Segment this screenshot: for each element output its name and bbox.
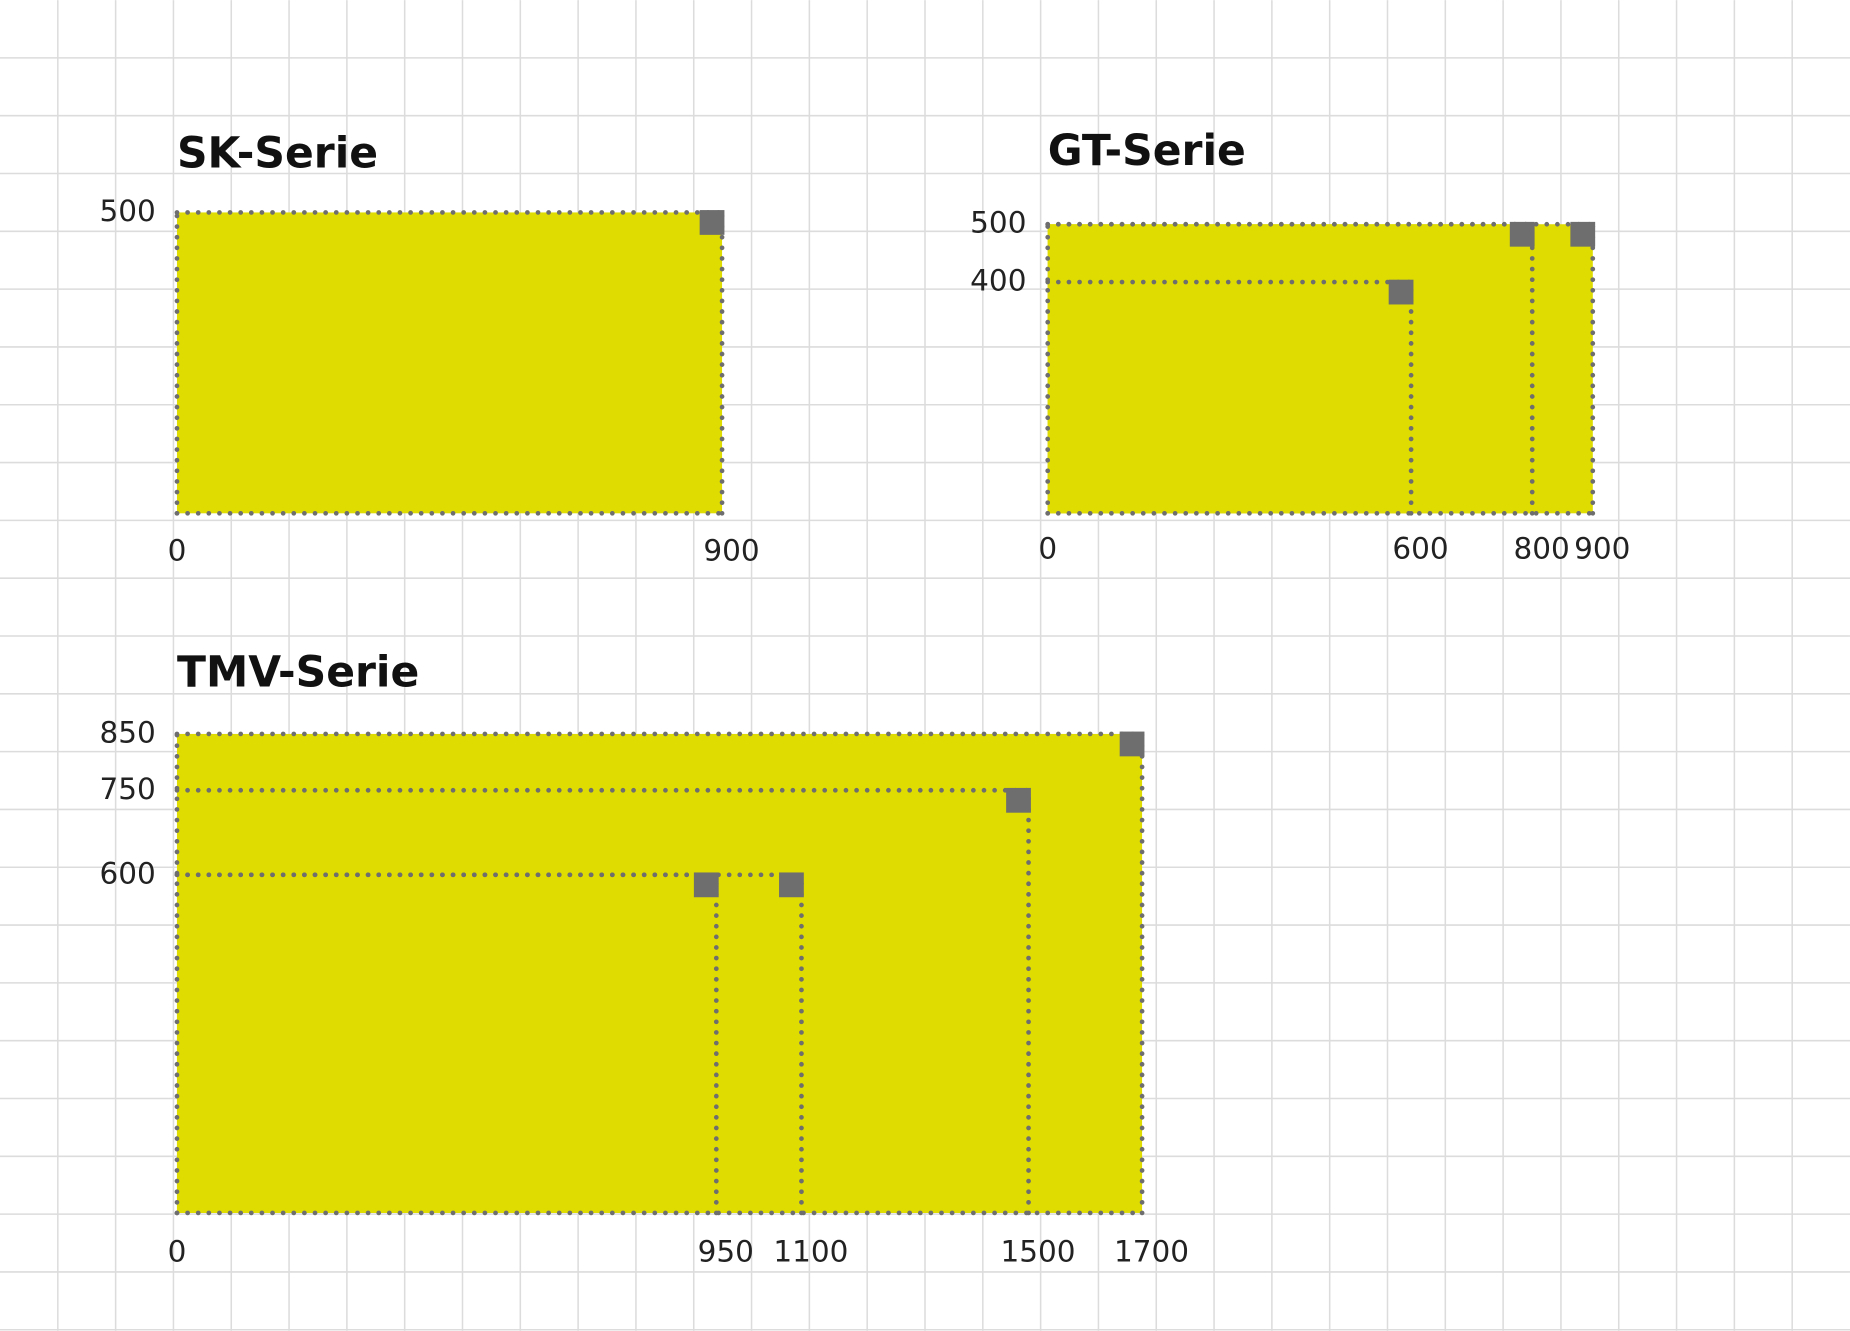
x-tick-label: 1500 bbox=[1000, 1235, 1075, 1269]
x-tick-label: 1100 bbox=[773, 1235, 848, 1269]
size-marker bbox=[1509, 221, 1535, 247]
x-tick-label: 0 bbox=[1038, 531, 1057, 565]
panel: SK-Serie 0 900 500 bbox=[99, 129, 759, 567]
size-marker bbox=[699, 210, 725, 235]
size-marker bbox=[1570, 221, 1596, 247]
panel: TMV-Serie 0 950 1100 1500 1700 600 750 850 bbox=[99, 648, 1189, 1268]
panel-title: TMV-Serie bbox=[177, 648, 419, 697]
y-tick-label: 600 bbox=[99, 856, 155, 890]
size-marker bbox=[1388, 279, 1414, 305]
size-marker bbox=[693, 872, 719, 898]
y-tick-label: 750 bbox=[99, 772, 155, 806]
x-tick-label: 900 bbox=[703, 534, 759, 568]
size-area bbox=[176, 212, 723, 514]
x-tick-label: 1700 bbox=[1114, 1235, 1189, 1269]
y-tick-label: 500 bbox=[970, 206, 1026, 240]
x-tick-label: 800 bbox=[1514, 531, 1570, 565]
x-tick-label: 0 bbox=[168, 1235, 187, 1269]
x-tick-label: 950 bbox=[698, 1235, 754, 1269]
panel-title: GT-Serie bbox=[1048, 127, 1246, 176]
size-marker bbox=[1119, 731, 1145, 757]
size-marker bbox=[1006, 787, 1031, 813]
size-marker bbox=[779, 872, 804, 898]
size-area bbox=[176, 733, 1143, 1213]
x-tick-label: 600 bbox=[1392, 531, 1448, 565]
y-tick-label: 400 bbox=[970, 264, 1026, 298]
x-tick-label: 900 bbox=[1574, 531, 1630, 565]
panel: GT-Serie 0 600 800 900 400 500 bbox=[970, 127, 1630, 565]
panel-title: SK-Serie bbox=[177, 129, 378, 178]
size-area bbox=[1047, 224, 1593, 514]
y-tick-label: 500 bbox=[99, 194, 155, 228]
x-tick-label: 0 bbox=[168, 534, 187, 568]
y-tick-label: 850 bbox=[99, 715, 155, 749]
